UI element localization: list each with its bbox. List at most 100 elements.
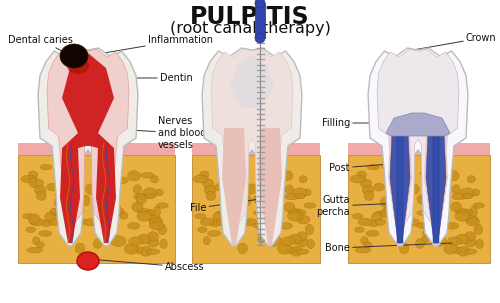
Ellipse shape (56, 164, 66, 169)
Polygon shape (258, 128, 282, 245)
Polygon shape (202, 48, 302, 246)
Ellipse shape (422, 220, 430, 229)
Ellipse shape (288, 209, 302, 215)
Ellipse shape (228, 229, 240, 235)
Ellipse shape (388, 208, 402, 216)
Ellipse shape (32, 179, 44, 188)
Text: Dental caries: Dental caries (8, 35, 73, 56)
Ellipse shape (94, 223, 108, 228)
Ellipse shape (386, 205, 399, 211)
Ellipse shape (148, 215, 162, 224)
Ellipse shape (417, 194, 432, 205)
Ellipse shape (136, 247, 142, 254)
Ellipse shape (288, 234, 302, 244)
Ellipse shape (58, 204, 71, 214)
Ellipse shape (236, 206, 247, 216)
Ellipse shape (430, 205, 441, 209)
Ellipse shape (128, 171, 140, 181)
Ellipse shape (257, 170, 269, 177)
Ellipse shape (426, 224, 438, 233)
Ellipse shape (101, 220, 108, 229)
Ellipse shape (216, 211, 232, 216)
Ellipse shape (95, 194, 110, 205)
Ellipse shape (297, 215, 310, 224)
Ellipse shape (422, 228, 438, 238)
Ellipse shape (49, 211, 64, 216)
Ellipse shape (376, 219, 386, 225)
Ellipse shape (350, 175, 366, 183)
Ellipse shape (102, 228, 117, 238)
Ellipse shape (84, 219, 96, 226)
Ellipse shape (27, 247, 42, 253)
Ellipse shape (234, 218, 249, 225)
Ellipse shape (93, 239, 102, 248)
Ellipse shape (64, 229, 76, 235)
Ellipse shape (101, 166, 117, 172)
Ellipse shape (54, 197, 62, 207)
Ellipse shape (138, 234, 150, 244)
Ellipse shape (103, 184, 118, 193)
Ellipse shape (246, 184, 257, 194)
Ellipse shape (104, 224, 118, 233)
Ellipse shape (28, 171, 38, 179)
Ellipse shape (49, 219, 59, 225)
Ellipse shape (355, 227, 364, 233)
Ellipse shape (258, 236, 266, 243)
Ellipse shape (213, 212, 224, 221)
Ellipse shape (60, 44, 88, 68)
Ellipse shape (266, 236, 281, 246)
Ellipse shape (71, 218, 86, 225)
Ellipse shape (400, 243, 409, 254)
Ellipse shape (158, 224, 166, 235)
Ellipse shape (55, 189, 66, 199)
Ellipse shape (450, 202, 462, 212)
Ellipse shape (452, 185, 460, 194)
Ellipse shape (261, 224, 274, 233)
Ellipse shape (74, 206, 84, 216)
Ellipse shape (462, 193, 472, 198)
Polygon shape (230, 55, 274, 108)
Ellipse shape (398, 212, 406, 221)
Ellipse shape (270, 208, 280, 216)
Ellipse shape (208, 231, 220, 236)
Ellipse shape (203, 179, 213, 188)
Ellipse shape (45, 212, 56, 221)
Ellipse shape (427, 164, 436, 172)
Ellipse shape (470, 206, 478, 217)
Ellipse shape (436, 208, 444, 216)
Ellipse shape (32, 237, 40, 245)
Ellipse shape (63, 208, 77, 216)
Ellipse shape (73, 212, 82, 221)
Ellipse shape (61, 205, 74, 211)
Ellipse shape (464, 238, 476, 247)
Ellipse shape (292, 188, 306, 198)
Bar (397, 135, 403, 243)
Text: Bone: Bone (325, 243, 452, 253)
Ellipse shape (134, 185, 141, 194)
Ellipse shape (140, 246, 151, 256)
Ellipse shape (203, 237, 210, 245)
Ellipse shape (364, 242, 372, 248)
Ellipse shape (110, 236, 126, 246)
Ellipse shape (306, 224, 314, 235)
Ellipse shape (460, 188, 474, 198)
Ellipse shape (206, 191, 216, 201)
Ellipse shape (358, 218, 372, 226)
Ellipse shape (21, 175, 36, 183)
Ellipse shape (63, 205, 74, 215)
Text: Gutta
percha: Gutta percha (316, 195, 405, 217)
Ellipse shape (466, 215, 478, 224)
Ellipse shape (195, 214, 206, 219)
Ellipse shape (200, 171, 209, 179)
Ellipse shape (36, 242, 44, 248)
Ellipse shape (258, 228, 274, 238)
Ellipse shape (458, 246, 469, 256)
Polygon shape (377, 49, 459, 223)
Ellipse shape (280, 222, 292, 229)
Polygon shape (222, 128, 246, 245)
Polygon shape (388, 133, 412, 245)
Ellipse shape (120, 212, 128, 219)
Ellipse shape (352, 214, 363, 219)
Ellipse shape (137, 211, 152, 221)
Bar (255, 3, 265, 38)
